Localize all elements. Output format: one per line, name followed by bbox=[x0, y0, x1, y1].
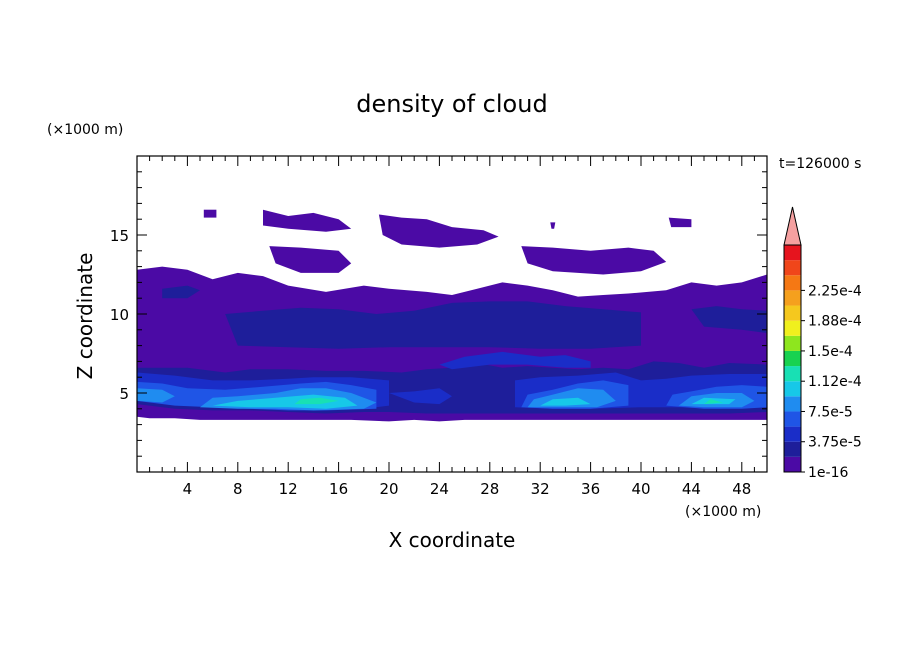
x-tick-label: 40 bbox=[631, 480, 650, 498]
colorbar-swatch bbox=[784, 335, 801, 351]
colorbar-swatch bbox=[784, 320, 801, 336]
colorbar-swatch bbox=[784, 350, 801, 367]
contour-region-level-6 bbox=[294, 397, 339, 405]
y-axis-ticks: 5 10 15 bbox=[110, 171, 767, 457]
contour-region-level-2 bbox=[439, 351, 591, 370]
x-unit-label: (×1000 m) bbox=[685, 504, 761, 520]
y-axis-label: Z coordinate bbox=[73, 253, 97, 380]
colorbar-swatch bbox=[784, 411, 801, 427]
x-axis-label: X coordinate bbox=[389, 528, 516, 552]
y-unit-label: (×1000 m) bbox=[47, 122, 123, 138]
y-tick-label: 10 bbox=[110, 306, 129, 324]
contour-region-level-5 bbox=[540, 397, 591, 406]
x-axis-ticks: 4 8 12 16 20 24 28 32 36 40 44 48 bbox=[149, 156, 755, 498]
contour-region-level-4 bbox=[137, 388, 175, 403]
colorbar-swatch bbox=[784, 441, 801, 457]
contour-region-level-6 bbox=[704, 399, 723, 405]
contour-region-level-2 bbox=[389, 388, 452, 405]
colorbar-swatch bbox=[784, 426, 801, 442]
contour-region-level-1 bbox=[225, 301, 641, 349]
colorbar-label: 1e-16 bbox=[808, 465, 848, 481]
x-tick-label: 24 bbox=[430, 480, 449, 498]
x-tick-label: 4 bbox=[183, 480, 193, 498]
colorbar-swatch bbox=[784, 260, 801, 276]
colorbar-swatch bbox=[784, 275, 801, 291]
x-tick-label: 44 bbox=[682, 480, 701, 498]
x-tick-label: 20 bbox=[379, 480, 398, 498]
contour-region-level-0 bbox=[378, 214, 499, 248]
colorbar-swatch bbox=[784, 366, 801, 382]
x-tick-label: 48 bbox=[732, 480, 751, 498]
colorbar-label: 1.5e-4 bbox=[808, 344, 853, 360]
colorbar-swatch bbox=[784, 245, 801, 261]
contour-region-level-0 bbox=[263, 209, 352, 232]
colorbar-label: 1.12e-4 bbox=[808, 374, 862, 390]
colorbar-label: 7.5e-5 bbox=[808, 404, 853, 420]
colorbar: 1e-16 3.75e-5 7.5e-5 1.12e-4 1.5e-4 1.88e-4 2.… bbox=[783, 206, 862, 481]
colorbar-swatch bbox=[784, 290, 801, 306]
contour-region-level-0 bbox=[203, 209, 217, 218]
contour-fills bbox=[137, 209, 767, 422]
colorbar-swatch bbox=[784, 305, 801, 321]
x-tick-label: 28 bbox=[480, 480, 499, 498]
colorbar-swatch bbox=[784, 381, 801, 397]
contour-region-level-0 bbox=[269, 246, 352, 273]
y-tick-label: 15 bbox=[110, 227, 129, 245]
contour-region-level-0 bbox=[668, 217, 692, 228]
contour-region-level-0 bbox=[521, 246, 667, 275]
y-tick-label: 5 bbox=[119, 385, 129, 403]
contour-region-level-1 bbox=[162, 285, 200, 299]
colorbar-swatch bbox=[784, 456, 801, 472]
x-tick-label: 16 bbox=[329, 480, 348, 498]
x-tick-label: 12 bbox=[279, 480, 298, 498]
x-tick-label: 8 bbox=[233, 480, 243, 498]
time-label: t=126000 s bbox=[779, 156, 861, 172]
colorbar-frame bbox=[783, 244, 802, 473]
colorbar-label: 2.25e-4 bbox=[808, 283, 862, 299]
colorbar-label: 1.88e-4 bbox=[808, 314, 862, 330]
x-tick-label: 32 bbox=[531, 480, 550, 498]
x-tick-label: 36 bbox=[581, 480, 600, 498]
contour-region-level-1 bbox=[691, 306, 767, 333]
colorbar-swatch bbox=[784, 396, 801, 412]
contour-region-level-0 bbox=[550, 222, 556, 229]
chart-title: density of cloud bbox=[356, 90, 547, 118]
colorbar-extend-arrow bbox=[783, 206, 802, 246]
colorbar-label: 3.75e-5 bbox=[808, 435, 862, 451]
